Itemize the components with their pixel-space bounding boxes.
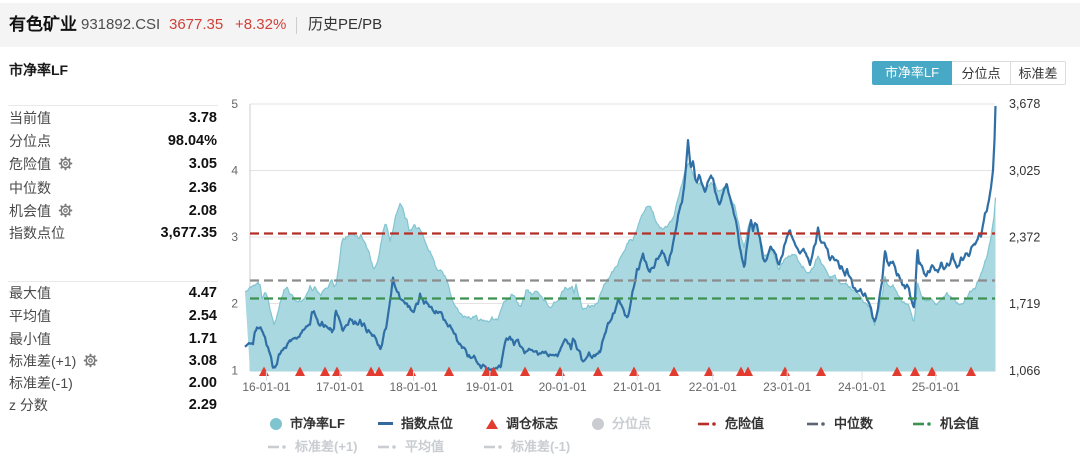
svg-text:22-01-01: 22-01-01 — [689, 380, 737, 394]
svg-text:17-01-01: 17-01-01 — [316, 380, 364, 394]
svg-text:19-01-01: 19-01-01 — [466, 380, 514, 394]
svg-text:2,372: 2,372 — [1009, 231, 1040, 245]
svg-text:1,719: 1,719 — [1009, 297, 1040, 311]
svg-text:1,066: 1,066 — [1009, 364, 1040, 378]
svg-text:5: 5 — [231, 97, 238, 111]
svg-text:3: 3 — [231, 230, 238, 244]
svg-text:16-01-01: 16-01-01 — [242, 380, 290, 394]
svg-text:3,678: 3,678 — [1009, 97, 1040, 111]
svg-text:24-01-01: 24-01-01 — [838, 380, 886, 394]
svg-text:18-01-01: 18-01-01 — [389, 380, 437, 394]
svg-text:25-01-01: 25-01-01 — [912, 380, 960, 394]
svg-text:21-01-01: 21-01-01 — [613, 380, 661, 394]
svg-text:2: 2 — [231, 297, 238, 311]
svg-text:1: 1 — [231, 364, 238, 378]
svg-text:23-01-01: 23-01-01 — [763, 380, 811, 394]
svg-text:20-01-01: 20-01-01 — [539, 380, 587, 394]
svg-text:3,025: 3,025 — [1009, 164, 1040, 178]
svg-text:4: 4 — [231, 164, 238, 178]
